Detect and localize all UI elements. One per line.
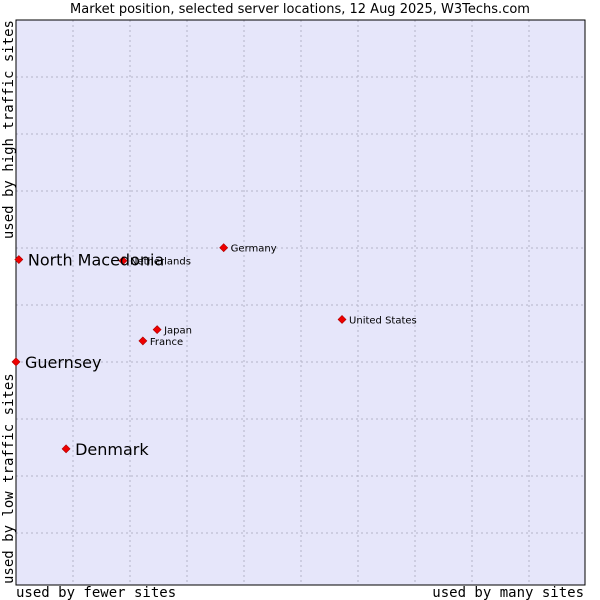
grid-lines (16, 20, 585, 585)
point-marker (219, 243, 229, 253)
point-label: Netherlands (130, 257, 191, 268)
point-label: United States (349, 315, 417, 326)
point-marker (337, 315, 347, 324)
point-marker (14, 255, 24, 264)
data-points: Germany Netherlands United States JapanFran… (11, 243, 417, 459)
point-label: Guernsey (25, 353, 101, 372)
point-marker (11, 357, 21, 367)
data-point: United States (337, 315, 417, 326)
data-point: Germany (219, 243, 277, 255)
data-point: Guernsey (11, 353, 101, 372)
data-point: North Macedonia (14, 251, 164, 270)
data-point: Japan (152, 325, 192, 337)
point-label: Germany (231, 244, 277, 255)
x-axis-label-left: used by fewer sites (16, 585, 176, 600)
plot-border (15, 19, 586, 586)
point-marker (152, 325, 162, 335)
point-label: Japan (163, 326, 192, 337)
point-marker (138, 336, 148, 346)
point-label: France (150, 337, 183, 348)
point-label: North Macedonia (28, 251, 164, 270)
x-axis-label-right: used by many sites (432, 585, 584, 600)
y-axis-label-top: used by high traffic sites (1, 20, 17, 239)
data-point: Netherlands (118, 256, 191, 268)
chart-title: Market position, selected server locatio… (70, 2, 530, 17)
point-label: Denmark (75, 440, 149, 459)
point-marker (118, 256, 128, 266)
data-point: France (138, 336, 183, 348)
data-point: Denmark (61, 440, 149, 459)
point-marker (61, 444, 71, 454)
y-axis-label-bottom: used by low traffic sites (1, 373, 17, 584)
